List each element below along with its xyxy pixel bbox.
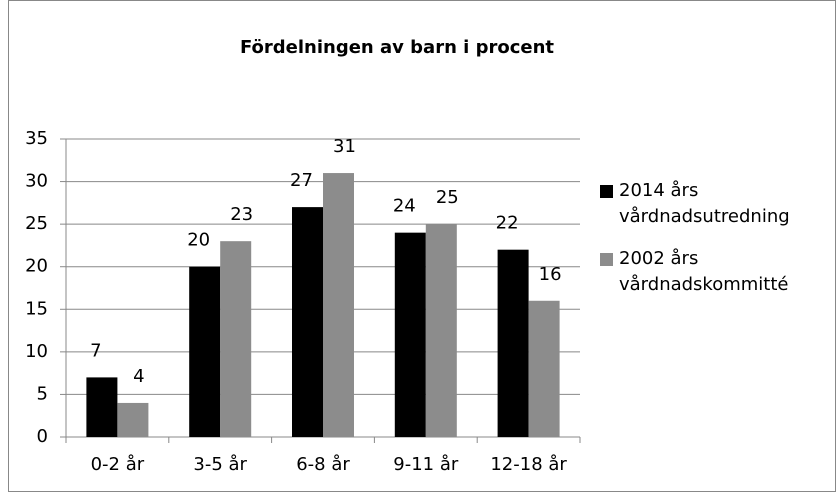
data-label: 23 (230, 204, 253, 225)
y-tick-label: 0 (37, 426, 48, 447)
legend-item: 2002 års vårdnadskommitté (600, 246, 835, 298)
bar (323, 173, 354, 438)
bar (220, 241, 252, 437)
x-tick-label: 12-18 år (490, 454, 567, 475)
data-label: 16 (539, 264, 562, 285)
data-label: 27 (290, 170, 313, 191)
x-tick-label: 3-5 år (193, 454, 247, 475)
y-tick-label: 10 (25, 341, 48, 362)
data-label: 25 (436, 187, 459, 208)
x-tick-label: 6-8 år (296, 454, 350, 475)
y-tick-label: 25 (25, 213, 48, 234)
data-label: 20 (187, 230, 210, 251)
bar (528, 300, 560, 437)
data-label: 24 (393, 196, 416, 217)
legend-swatch (600, 185, 613, 198)
bar (86, 377, 118, 437)
legend-label: 2014 års vårdnadsutredning (619, 180, 790, 227)
bar (497, 249, 529, 437)
bar (189, 266, 221, 437)
bar (394, 232, 426, 437)
legend: 2014 års vårdnadsutredning 2002 års vårdn… (600, 178, 835, 314)
legend-item: 2014 års vårdnadsutredning (600, 178, 835, 230)
legend-label: 2002 års vårdnadskommitté (619, 248, 789, 295)
data-label: 22 (496, 213, 519, 234)
data-label: 31 (333, 136, 356, 157)
bar (292, 207, 323, 437)
x-tick-label: 0-2 år (91, 454, 145, 475)
y-tick-label: 20 (25, 256, 48, 277)
data-label: 4 (133, 366, 144, 387)
x-tick-label: 9-11 år (393, 454, 459, 475)
y-tick-label: 5 (37, 383, 48, 404)
data-label: 7 (90, 340, 101, 361)
y-tick-label: 35 (25, 128, 48, 149)
bar (117, 402, 149, 437)
legend-swatch (600, 253, 613, 266)
chart-title: Fördelningen av barn i procent (240, 37, 554, 58)
bar (425, 224, 457, 437)
y-tick-label: 15 (25, 298, 48, 319)
y-tick-label: 30 (25, 171, 48, 192)
